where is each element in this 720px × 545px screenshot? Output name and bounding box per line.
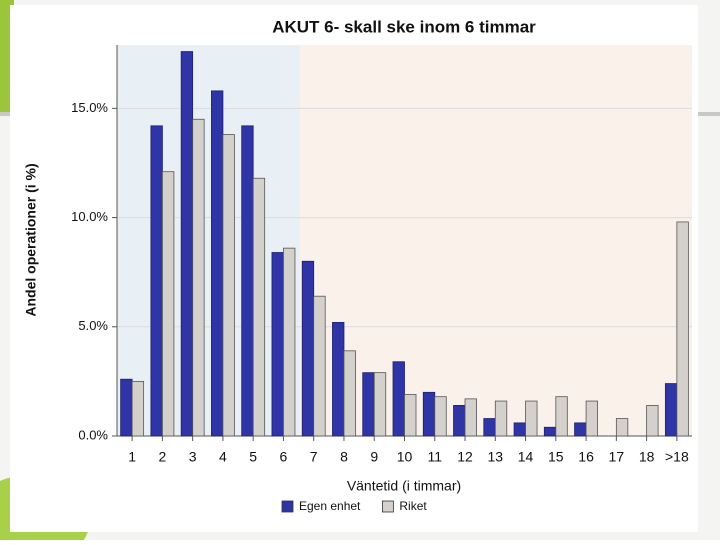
x-tick-label: 3 xyxy=(189,449,197,465)
bar xyxy=(222,134,235,437)
bar xyxy=(555,396,568,437)
x-axis-label: Väntetid (i timmar) xyxy=(347,478,461,494)
x-tick-label: 17 xyxy=(609,449,625,465)
x-tick-label: 14 xyxy=(518,449,534,465)
x-tick-label: 6 xyxy=(280,449,288,465)
bar xyxy=(543,426,557,437)
legend-swatch xyxy=(281,500,294,513)
bar xyxy=(574,422,587,437)
bar xyxy=(422,391,436,437)
x-tick-label: 4 xyxy=(219,449,227,465)
bar xyxy=(252,177,266,437)
legend-label: Riket xyxy=(399,499,427,513)
bar xyxy=(180,51,194,437)
x-tick-label: 16 xyxy=(578,449,594,465)
y-tick-label: 15.0% xyxy=(71,100,108,115)
bar xyxy=(271,252,284,437)
bar xyxy=(664,383,678,437)
x-tick-label: 8 xyxy=(340,449,348,465)
x-tick-label: 2 xyxy=(158,449,166,465)
highlight-zone xyxy=(117,45,300,436)
bar xyxy=(131,380,145,437)
bar xyxy=(392,361,405,437)
chart-title: AKUT 6- skall ske inom 6 timmar xyxy=(272,17,536,36)
legend-swatch xyxy=(381,500,394,513)
bar xyxy=(343,350,356,437)
bar xyxy=(404,394,417,437)
bar xyxy=(676,221,689,437)
bar xyxy=(434,396,447,437)
bar xyxy=(241,125,254,437)
bar xyxy=(494,400,508,437)
x-tick-label: 12 xyxy=(457,449,473,465)
bar xyxy=(120,378,133,437)
bar xyxy=(585,400,598,437)
bar xyxy=(362,372,375,437)
x-tick-label: 5 xyxy=(249,449,257,465)
y-axis-label: Andel operationer (i %) xyxy=(23,163,39,316)
x-tick-label: 15 xyxy=(548,449,564,465)
y-tick-label: 0.0% xyxy=(78,427,108,442)
bar xyxy=(211,90,224,437)
x-tick-label: 18 xyxy=(639,449,655,465)
bar xyxy=(525,400,538,437)
x-tick-label: 1 xyxy=(128,449,136,465)
bar xyxy=(283,247,296,437)
bar xyxy=(192,118,205,437)
x-tick-label: 9 xyxy=(370,449,378,465)
bar xyxy=(150,125,163,437)
bar xyxy=(161,171,175,437)
bar xyxy=(615,418,629,437)
bar xyxy=(373,372,387,437)
x-tick-label: 7 xyxy=(310,449,318,465)
bar xyxy=(646,405,659,437)
bar xyxy=(301,260,315,437)
legend-label: Egen enhet xyxy=(299,499,361,513)
bar xyxy=(513,422,526,437)
bar xyxy=(464,398,477,437)
bar xyxy=(483,418,496,437)
rest-zone xyxy=(300,45,692,436)
bar xyxy=(453,405,466,437)
x-tick-label: >18 xyxy=(665,449,689,465)
x-tick-label: 13 xyxy=(488,449,504,465)
y-tick-label: 5.0% xyxy=(78,318,108,333)
bar xyxy=(313,295,326,437)
bar xyxy=(332,322,345,437)
x-tick-label: 10 xyxy=(397,449,413,465)
x-tick-label: 11 xyxy=(427,449,442,465)
y-tick-label: 10.0% xyxy=(71,209,108,224)
